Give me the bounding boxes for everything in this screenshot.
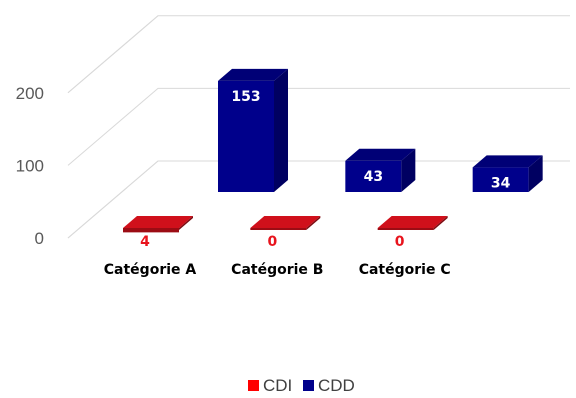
legend-swatch-cdd	[303, 380, 314, 391]
bar-cdd-2	[345, 148, 416, 192]
gridline-0	[67, 160, 570, 239]
bar-cdd-1	[218, 68, 288, 192]
x-axis-categories: Catégorie A Catégorie B Catégorie C	[104, 262, 451, 278]
gridline-200	[67, 15, 570, 94]
data-label-cdi-2: 0	[267, 234, 277, 250]
data-label-cdi-3: 0	[395, 234, 405, 250]
bar-cdi-2	[250, 216, 321, 230]
bars	[123, 68, 543, 233]
data-label-cdd-3: 34	[491, 175, 511, 191]
data-labels: 153 4 43 0 34 0	[140, 89, 511, 250]
category-label-2: Catégorie B	[231, 262, 323, 278]
category-label-1: Catégorie A	[104, 262, 197, 278]
legend-swatch-cdi	[248, 380, 259, 391]
y-tick-label-100: 100	[16, 156, 44, 175]
bar-cdi-1	[123, 216, 193, 233]
data-label-cdd-2: 43	[364, 169, 383, 185]
gridlines	[67, 15, 570, 239]
data-label-cdd-1: 153	[231, 89, 260, 105]
y-tick-label-200: 200	[16, 84, 44, 103]
category-label-3: Catégorie C	[359, 262, 451, 278]
legend-label-cdd: CDD	[318, 376, 355, 395]
y-tick-label-0: 0	[35, 229, 44, 248]
gridline-100	[67, 87, 570, 166]
legend-label-cdi: CDI	[263, 376, 292, 395]
data-label-cdi-1: 4	[140, 234, 150, 250]
y-axis-ticks: 0 100 200	[16, 84, 44, 248]
bar-cdd-3	[472, 155, 543, 192]
bar-cdi-3	[377, 216, 448, 230]
legend: CDI CDD	[248, 376, 355, 395]
